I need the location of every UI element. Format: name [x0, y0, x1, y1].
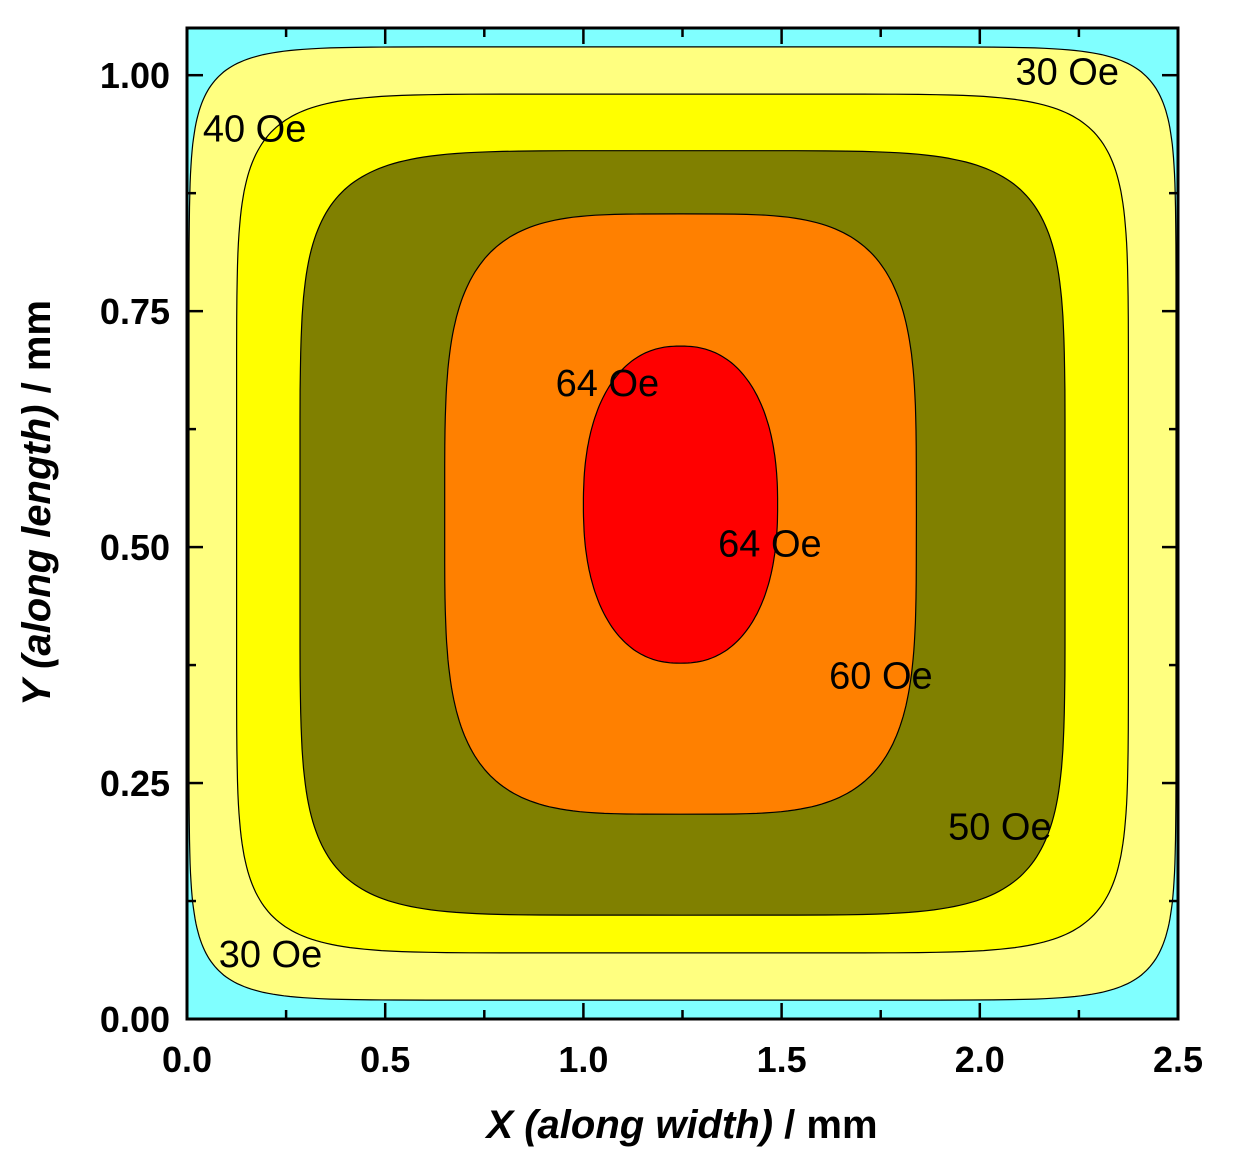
contour-label: 64 Oe [718, 524, 822, 566]
x-tick-label: 2.0 [955, 1039, 1005, 1080]
x-tick-label: 0.5 [360, 1039, 410, 1080]
y-tick-label: 0.50 [100, 527, 170, 568]
contour-regions [188, 46, 1177, 1001]
y-axis-title: Y (along length) / mm [15, 300, 59, 706]
x-axis-title: X (along width) / mm [484, 1103, 877, 1147]
x-tick-label: 0.0 [162, 1039, 212, 1080]
y-tick-label: 0.75 [100, 291, 170, 332]
y-tick-labels: 0.00 0.25 0.50 0.75 1.00 [100, 55, 170, 1040]
x-tick-label: 1.0 [558, 1039, 608, 1080]
x-tick-label: 1.5 [757, 1039, 807, 1080]
axis-ticks [185, 28, 1180, 1021]
contour-label: 30 Oe [219, 934, 323, 976]
y-tick-label: 0.25 [100, 763, 170, 804]
y-tick-label: 1.00 [100, 55, 170, 96]
contour-region-64 [582, 345, 779, 664]
contour-label: 50 Oe [948, 807, 1052, 849]
x-tick-labels: 0.0 0.5 1.0 1.5 2.0 2.5 [162, 1039, 1203, 1080]
contour-label: 40 Oe [203, 108, 307, 150]
contour-label: 30 Oe [1015, 52, 1119, 94]
contour-annotations: 30 Oe 40 Oe 64 Oe 64 Oe 60 Oe 50 Oe 30 Oe [203, 52, 1119, 976]
contour-label: 60 Oe [829, 656, 933, 698]
y-tick-label: 0.00 [100, 999, 170, 1040]
contour-label: 64 Oe [556, 363, 660, 405]
x-tick-label: 2.5 [1153, 1039, 1203, 1080]
